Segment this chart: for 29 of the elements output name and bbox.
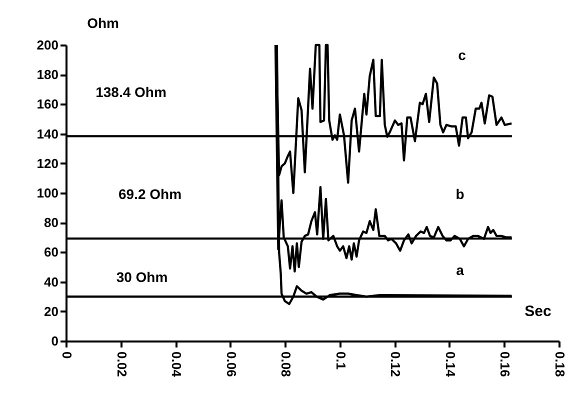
y-axis-title: Ohm — [87, 15, 119, 31]
x-tick-label: 0.04 — [169, 352, 184, 378]
x-tick-label: 0.18 — [552, 352, 568, 377]
y-tick-label: 160 — [36, 96, 58, 112]
annotation: 30 Ohm — [116, 269, 168, 285]
x-tick-label: 0.14 — [442, 352, 458, 378]
y-tick-label: 20 — [44, 304, 58, 319]
y-tick-label: 100 — [36, 186, 58, 200]
x-tick-label: 0.08 — [278, 352, 294, 377]
annotation: c — [458, 47, 466, 63]
x-axis-title: Sec — [524, 303, 552, 320]
y-tick-label: 200 — [36, 38, 58, 52]
y-tick-label: 140 — [36, 126, 58, 142]
annotation: 69.2 Ohm — [118, 186, 182, 202]
annotation: a — [456, 262, 464, 278]
y-tick-label: 120 — [36, 156, 58, 171]
y-tick-label: 40 — [44, 274, 58, 290]
y-tick-label: 60 — [44, 244, 58, 260]
x-tick-label: 0.16 — [498, 352, 513, 377]
annotation: b — [456, 186, 464, 202]
x-tick-label: 0.02 — [114, 352, 130, 377]
x-tick-label: 0.06 — [224, 352, 239, 377]
x-tick-label: 0 — [60, 352, 74, 359]
y-tick-label: 80 — [44, 215, 58, 230]
x-tick-label: 0.12 — [388, 352, 404, 377]
y-tick-label: 0 — [51, 334, 58, 348]
y-tick-label: 180 — [36, 67, 58, 82]
annotation: 138.4 Ohm — [96, 84, 166, 100]
x-tick-label: 0.1 — [333, 352, 348, 370]
